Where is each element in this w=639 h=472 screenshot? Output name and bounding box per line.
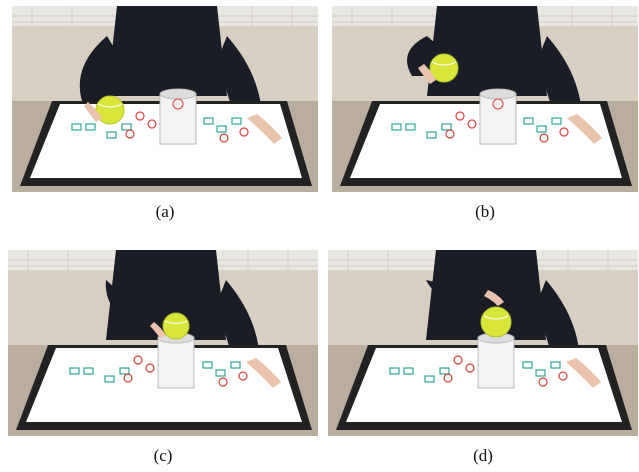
caption-a: (a): [155, 202, 175, 221]
photo-a: [12, 6, 318, 192]
photo-c: [8, 250, 318, 436]
photo-b: [332, 6, 638, 192]
caption-c: (c): [153, 446, 173, 465]
panel-a: (a): [12, 6, 330, 221]
panel-b: (b): [332, 6, 639, 221]
caption-b: (b): [475, 202, 495, 221]
panel-c: (c): [8, 250, 326, 465]
photo-d: [328, 250, 638, 436]
caption-d: (d): [473, 446, 493, 465]
panel-d: (d): [328, 250, 639, 465]
